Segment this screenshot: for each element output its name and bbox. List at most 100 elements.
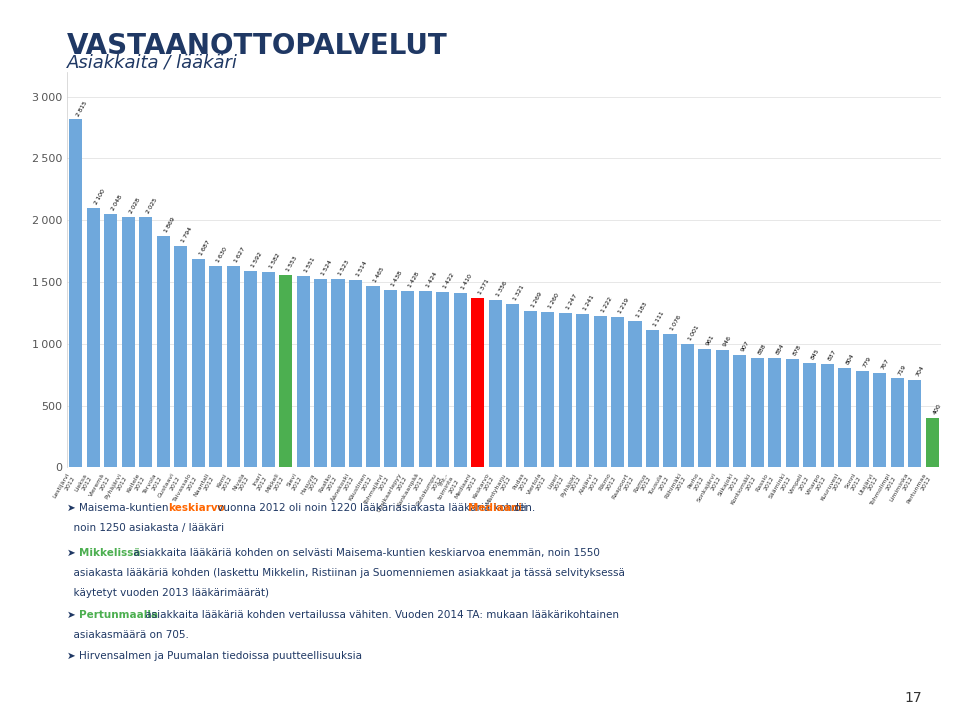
Bar bbox=[716, 350, 729, 467]
Bar bbox=[139, 217, 153, 467]
Bar bbox=[768, 358, 781, 467]
Bar bbox=[209, 266, 223, 467]
Text: 767: 767 bbox=[879, 357, 890, 370]
Bar bbox=[733, 355, 747, 467]
Text: 2 100: 2 100 bbox=[93, 188, 107, 206]
Text: 1 424: 1 424 bbox=[425, 272, 439, 289]
Text: 1 321: 1 321 bbox=[513, 285, 525, 302]
Bar bbox=[261, 272, 275, 467]
Text: 1 222: 1 222 bbox=[600, 296, 613, 314]
Text: 1 260: 1 260 bbox=[547, 292, 561, 309]
Text: Mikkelissä: Mikkelissä bbox=[79, 548, 140, 558]
Bar bbox=[454, 293, 467, 467]
Bar bbox=[314, 279, 327, 467]
Bar bbox=[86, 208, 100, 467]
Bar bbox=[873, 372, 886, 467]
Text: 400: 400 bbox=[932, 403, 943, 416]
Text: 1 219: 1 219 bbox=[617, 297, 631, 314]
Bar bbox=[348, 280, 362, 467]
Bar bbox=[192, 259, 204, 467]
Text: 1 627: 1 627 bbox=[233, 247, 246, 264]
Bar bbox=[593, 316, 607, 467]
Text: käytetyt vuoden 2013 lääkärimäärät): käytetyt vuoden 2013 lääkärimäärät) bbox=[67, 588, 269, 598]
Bar bbox=[227, 266, 240, 467]
Bar bbox=[297, 275, 310, 467]
Text: 1 869: 1 869 bbox=[163, 217, 176, 234]
Bar bbox=[698, 349, 711, 467]
Text: asiakkaita lääkäriä kohden on selvästi Maisema-kuntien keskiarvoa enemmän, noin : asiakkaita lääkäriä kohden on selvästi M… bbox=[130, 548, 599, 558]
Bar bbox=[489, 300, 502, 467]
Text: 719: 719 bbox=[897, 363, 907, 376]
Text: 804: 804 bbox=[845, 353, 855, 365]
Bar bbox=[804, 363, 816, 467]
Text: 1 422: 1 422 bbox=[443, 272, 456, 289]
Bar bbox=[855, 371, 869, 467]
Text: 837: 837 bbox=[828, 349, 837, 362]
Text: 1 514: 1 514 bbox=[355, 261, 369, 278]
Bar bbox=[331, 279, 345, 467]
Text: 2 815: 2 815 bbox=[76, 100, 88, 117]
Text: 878: 878 bbox=[792, 344, 803, 357]
Bar bbox=[419, 291, 432, 467]
Text: 1 241: 1 241 bbox=[583, 294, 595, 311]
Text: Pertunmaalla: Pertunmaalla bbox=[79, 610, 157, 620]
Bar bbox=[541, 311, 554, 467]
Text: 946: 946 bbox=[722, 335, 732, 348]
Bar bbox=[506, 304, 519, 467]
Bar bbox=[908, 380, 922, 467]
Text: 1 465: 1 465 bbox=[372, 267, 386, 284]
Text: 888: 888 bbox=[757, 342, 767, 355]
Text: 1 111: 1 111 bbox=[653, 311, 665, 328]
Bar bbox=[559, 313, 572, 467]
Bar bbox=[279, 275, 292, 467]
Bar bbox=[367, 286, 379, 467]
Text: asiakkaita lääkäriä kohden vertailussa vähiten. Vuoden 2014 TA: mukaan lääkäriko: asiakkaita lääkäriä kohden vertailussa v… bbox=[142, 610, 619, 620]
Bar bbox=[629, 321, 641, 467]
Bar bbox=[105, 214, 117, 467]
Text: 1 410: 1 410 bbox=[460, 273, 473, 290]
Text: noin 1250 asiakasta / lääkäri: noin 1250 asiakasta / lääkäri bbox=[67, 523, 225, 533]
Text: 1 001: 1 001 bbox=[687, 324, 700, 342]
Text: asiakasta lääkäriä kohden (laskettu Mikkelin, Ristiinan ja Suomenniemen asiakkaa: asiakasta lääkäriä kohden (laskettu Mikk… bbox=[67, 568, 625, 578]
Bar bbox=[785, 359, 799, 467]
Text: Asiakkaita / lääkäri: Asiakkaita / lääkäri bbox=[67, 54, 238, 72]
Text: 779: 779 bbox=[862, 356, 873, 369]
Text: ➤: ➤ bbox=[67, 610, 79, 620]
Text: 1 794: 1 794 bbox=[180, 226, 194, 243]
Text: 1 630: 1 630 bbox=[216, 247, 228, 263]
Text: 1 428: 1 428 bbox=[408, 271, 420, 288]
Bar bbox=[611, 316, 624, 467]
Text: 1 582: 1 582 bbox=[268, 252, 281, 270]
Bar bbox=[523, 311, 537, 467]
Text: 2 025: 2 025 bbox=[146, 198, 158, 215]
Text: 17: 17 bbox=[904, 691, 922, 705]
Text: 1 356: 1 356 bbox=[495, 280, 508, 298]
Text: 884: 884 bbox=[775, 343, 785, 356]
Text: 845: 845 bbox=[810, 348, 820, 360]
Text: Mediaani: Mediaani bbox=[468, 503, 522, 513]
Text: 1 553: 1 553 bbox=[286, 256, 299, 273]
Bar bbox=[471, 298, 485, 467]
Text: 1 524: 1 524 bbox=[321, 260, 333, 277]
Text: ➤ Maisema-kuntien: ➤ Maisema-kuntien bbox=[67, 503, 172, 513]
Bar bbox=[384, 290, 397, 467]
Bar bbox=[174, 246, 187, 467]
Bar bbox=[401, 291, 415, 467]
Text: VASTAANOTTOPALVELUT: VASTAANOTTOPALVELUT bbox=[67, 32, 448, 60]
Bar bbox=[925, 418, 939, 467]
Bar bbox=[646, 330, 660, 467]
Bar bbox=[122, 216, 135, 467]
Text: vuonna 2012 oli noin 1220 lääkäriasiakasta lääkäriä kohden.: vuonna 2012 oli noin 1220 lääkäriasiakas… bbox=[214, 503, 539, 513]
Text: 1 438: 1 438 bbox=[391, 270, 403, 287]
Bar bbox=[156, 237, 170, 467]
Text: 1 269: 1 269 bbox=[530, 290, 543, 308]
Bar bbox=[663, 334, 677, 467]
Text: 2 028: 2 028 bbox=[129, 197, 141, 214]
Text: 1 183: 1 183 bbox=[636, 301, 648, 319]
Text: 1 076: 1 076 bbox=[670, 315, 683, 332]
Bar bbox=[436, 292, 449, 467]
Bar bbox=[751, 357, 764, 467]
Text: 2 048: 2 048 bbox=[110, 195, 124, 212]
Bar bbox=[838, 368, 852, 467]
Text: asiakasmäärä on 705.: asiakasmäärä on 705. bbox=[67, 630, 189, 640]
